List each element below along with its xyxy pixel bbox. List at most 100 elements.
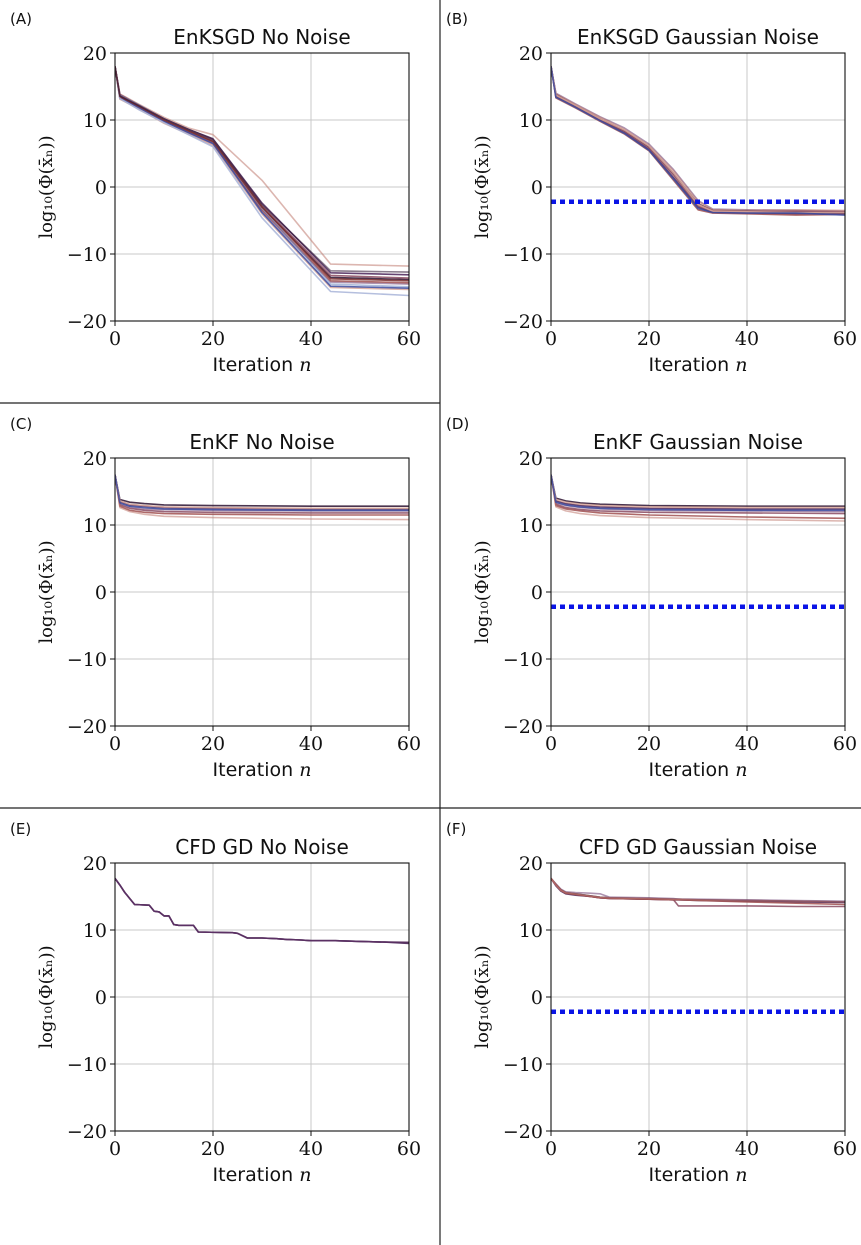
- series-line-0: [551, 877, 845, 903]
- panel-1: (B) EnKSGD Gaussian Noise 0 20 40 60 20 10 0 −10 −…: [446, 10, 857, 376]
- x-axis-label-text: Iteration: [213, 759, 294, 781]
- x-tick-label: 60: [833, 328, 857, 350]
- x-tick-label: 20: [201, 733, 225, 755]
- series-line-6: [551, 66, 845, 214]
- x-tick-label: 40: [299, 328, 323, 350]
- series-group: [115, 474, 409, 521]
- x-tick-label: 20: [201, 1138, 225, 1160]
- y-axis-label: log₁₀(Φ(x̄ₙ)): [36, 945, 57, 1048]
- series-line-2: [551, 66, 845, 212]
- series-line-4: [115, 66, 409, 284]
- series-line-6: [115, 66, 409, 291]
- panel-letter: (A): [10, 10, 32, 28]
- y-tick-label: 20: [519, 853, 543, 875]
- y-axis-label: log₁₀(Φ(x̄ₙ)): [472, 540, 493, 643]
- series-line-0: [551, 474, 845, 507]
- series-line-3: [551, 474, 845, 515]
- panel-letter: (B): [446, 10, 468, 28]
- series-line-0: [551, 66, 845, 214]
- x-axis-label-text: Iteration: [649, 354, 730, 376]
- y-tick-label: 10: [83, 920, 107, 942]
- y-tick-label: 20: [519, 448, 543, 470]
- y-tick-label: 0: [95, 177, 107, 199]
- chart-title: EnKF No Noise: [189, 430, 334, 454]
- chart-title: EnKSGD No Noise: [173, 25, 350, 49]
- series-group: [551, 66, 845, 216]
- panel-3: (D) EnKF Gaussian Noise 0 20 40 60 20 10 0 −10 −20…: [446, 415, 857, 781]
- y-tick-label: −10: [503, 1054, 543, 1076]
- y-axis-label: log₁₀(Φ(x̄ₙ)): [36, 135, 57, 238]
- series-line-9: [115, 66, 409, 297]
- x-axis-label-variable: n: [735, 759, 747, 781]
- series-line-3: [115, 474, 409, 514]
- series-group: [115, 66, 409, 297]
- x-tick-label: 0: [545, 733, 557, 755]
- series-line-7: [551, 66, 845, 216]
- x-axis-label: Iteration n: [213, 759, 312, 781]
- y-tick-label: 0: [531, 987, 543, 1009]
- panel-letter: (E): [10, 820, 31, 838]
- panel-letter: (C): [10, 415, 32, 433]
- x-tick-label: 0: [545, 328, 557, 350]
- x-tick-label: 40: [735, 328, 759, 350]
- series-line-0: [115, 66, 409, 281]
- y-tick-label: −20: [67, 311, 107, 333]
- x-axis-label-variable: n: [299, 1164, 311, 1186]
- panel-letter: (F): [446, 820, 466, 838]
- x-tick-label: 40: [735, 733, 759, 755]
- y-tick-label: −10: [503, 244, 543, 266]
- chart-title: CFD GD No Noise: [175, 835, 349, 859]
- series-line-1: [115, 877, 409, 945]
- panel-letter: (D): [446, 415, 469, 433]
- series-group: [551, 877, 845, 1014]
- y-tick-label: −20: [67, 1121, 107, 1143]
- y-tick-label: −20: [503, 311, 543, 333]
- chart-title: CFD GD Gaussian Noise: [579, 835, 817, 859]
- series-line-1: [551, 66, 845, 215]
- y-tick-label: 20: [83, 853, 107, 875]
- x-axis-label-variable: n: [735, 354, 747, 376]
- x-axis-label-text: Iteration: [649, 1164, 730, 1186]
- x-axis-label-variable: n: [735, 1164, 747, 1186]
- x-tick-label: 20: [637, 733, 661, 755]
- panel-0: (A) EnKSGD No Noise 0 20 40 60 20 10 0 −10 −20 Iter…: [10, 10, 421, 376]
- x-axis-label-text: Iteration: [213, 354, 294, 376]
- y-tick-label: −20: [503, 716, 543, 738]
- x-tick-label: 0: [109, 328, 121, 350]
- x-tick-label: 20: [637, 1138, 661, 1160]
- y-tick-label: −10: [67, 649, 107, 671]
- x-tick-label: 0: [109, 1138, 121, 1160]
- x-tick-label: 60: [397, 328, 421, 350]
- series-line-7: [551, 474, 845, 512]
- x-axis-label-text: Iteration: [649, 759, 730, 781]
- y-tick-label: 10: [519, 110, 543, 132]
- x-axis-label: Iteration n: [649, 1164, 748, 1186]
- series-line-5: [115, 66, 409, 267]
- y-tick-label: 10: [519, 920, 543, 942]
- series-line-4: [115, 474, 409, 516]
- x-tick-label: 0: [109, 733, 121, 755]
- panel-5: (F) CFD GD Gaussian Noise 0 20 40 60 20 10 0 −10 −…: [446, 820, 857, 1186]
- x-axis-label: Iteration n: [649, 354, 748, 376]
- y-axis-label: log₁₀(Φ(x̄ₙ)): [472, 135, 493, 238]
- x-axis-label: Iteration n: [213, 1164, 312, 1186]
- series-line-6: [551, 474, 845, 509]
- x-tick-label: 60: [833, 733, 857, 755]
- x-tick-label: 40: [735, 1138, 759, 1160]
- chart-title: EnKF Gaussian Noise: [593, 430, 803, 454]
- panel-2: (C) EnKF No Noise 0 20 40 60 20 10 0 −10 −20 Iterat…: [10, 415, 421, 781]
- x-axis-label: Iteration n: [213, 354, 312, 376]
- series-line-11: [115, 66, 409, 273]
- series-line-7: [115, 474, 409, 512]
- series-group: [551, 474, 845, 609]
- series-line-6: [115, 474, 409, 510]
- y-tick-label: −10: [503, 649, 543, 671]
- y-tick-label: 10: [519, 515, 543, 537]
- y-tick-label: 20: [83, 448, 107, 470]
- series-group: [115, 877, 409, 945]
- y-tick-label: 0: [95, 582, 107, 604]
- series-line-5: [551, 877, 845, 903]
- series-line-4: [551, 66, 845, 216]
- x-tick-label: 20: [201, 328, 225, 350]
